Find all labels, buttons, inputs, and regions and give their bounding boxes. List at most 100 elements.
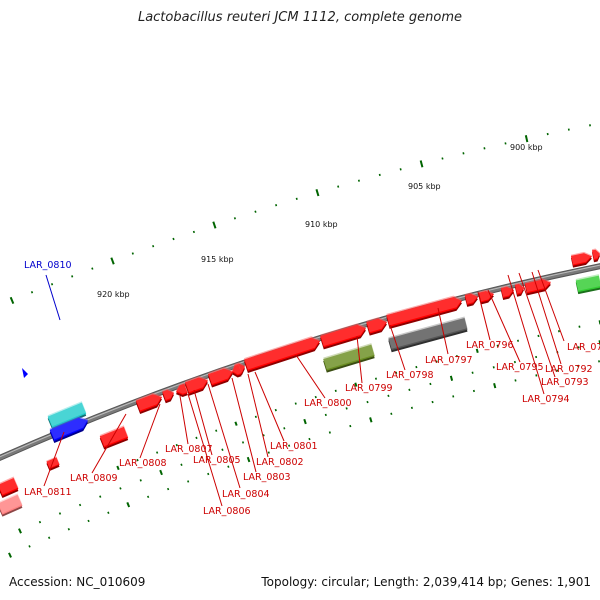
scale-tick xyxy=(295,197,298,201)
gene-label: LAR_0801 xyxy=(270,441,318,452)
gene-label: LAR_0793 xyxy=(541,377,589,388)
scale-label: 915 kbp xyxy=(201,255,234,264)
scale-tick xyxy=(67,528,70,531)
scale-tick xyxy=(195,436,198,440)
gene-0791b xyxy=(591,248,600,263)
leader-line xyxy=(437,307,449,355)
scale-tick xyxy=(419,160,424,168)
leader-line xyxy=(207,383,241,489)
scale-label: 910 kbp xyxy=(305,220,338,229)
leader-line xyxy=(91,413,127,474)
leader-line xyxy=(531,271,562,365)
scale-tick xyxy=(475,348,479,354)
leader-line xyxy=(507,274,545,395)
scale-tick xyxy=(395,371,398,375)
gene-0791 xyxy=(570,251,592,268)
gene-0808 xyxy=(99,425,129,450)
scale-tick xyxy=(207,472,210,476)
scale-ticks xyxy=(8,124,600,558)
scale-tick xyxy=(337,185,340,188)
gene-label: LAR_0808 xyxy=(119,458,167,469)
scale-tick xyxy=(308,437,311,441)
gene-0793 xyxy=(514,282,524,297)
scale-tick xyxy=(48,536,51,539)
accession-text: Accession: NC_010609 xyxy=(9,575,146,589)
gene-0807 xyxy=(135,392,162,414)
genome-summary-text: Topology: circular; Length: 2,039,414 bp… xyxy=(261,575,591,589)
gene-label: LAR_0804 xyxy=(222,489,270,500)
scale-tick xyxy=(175,443,178,447)
gene-0797 xyxy=(386,295,462,329)
gene-label: LAR_0792 xyxy=(545,364,593,375)
scale-label: 905 kbp xyxy=(408,182,441,191)
scale-tick xyxy=(110,257,115,265)
gene-label: LAR_0810 xyxy=(24,260,72,271)
scale-tick xyxy=(254,415,257,419)
scale-tick xyxy=(283,427,286,430)
scale-tick xyxy=(187,480,190,483)
scale-tick xyxy=(254,210,257,213)
gene-olive xyxy=(323,343,375,373)
scale-tick xyxy=(200,455,204,459)
gene-0811 xyxy=(0,476,19,499)
leader-line xyxy=(537,269,565,342)
scale-tick xyxy=(378,173,381,177)
scale-tick xyxy=(399,168,402,171)
scale-tick xyxy=(139,479,142,482)
scale-tick xyxy=(345,407,348,410)
scale-tick xyxy=(38,520,42,524)
scale-tick xyxy=(212,221,217,229)
leader-line xyxy=(356,335,363,384)
gene-0809 xyxy=(46,456,60,472)
scale-tick xyxy=(390,412,393,415)
scale-tick xyxy=(167,487,170,491)
scale-tick xyxy=(374,377,378,380)
gene-label: LAR_0791 xyxy=(567,342,600,353)
leader-line xyxy=(477,291,491,341)
gene-0799 xyxy=(320,323,366,350)
scale-tick xyxy=(435,360,438,363)
scale-tick xyxy=(415,365,418,369)
scale-tick xyxy=(328,431,331,434)
leader-line xyxy=(45,274,61,321)
gene-label: LAR_0806 xyxy=(203,506,251,517)
small-blue-marker xyxy=(22,368,28,378)
scale-labels: 900 kbp 905 kbp 910 kbp 915 kbp 920 kbp xyxy=(97,143,543,299)
gene-green xyxy=(575,274,600,295)
gene-gray xyxy=(388,316,468,353)
scale-tick xyxy=(431,400,434,404)
leader-line xyxy=(518,272,556,378)
scale-tick xyxy=(126,502,131,508)
gene-label: LAR_0802 xyxy=(256,457,304,468)
scale-tick xyxy=(192,230,196,234)
scale-tick xyxy=(131,252,134,255)
scale-tick xyxy=(357,179,361,182)
scale-tick xyxy=(159,469,163,476)
scale-tick xyxy=(30,291,34,294)
gene-label: LAR_0800 xyxy=(304,398,352,409)
gene-label: LAR_0798 xyxy=(386,370,434,381)
gene-features xyxy=(0,248,600,517)
gene-0804 xyxy=(184,375,208,396)
scale-tick xyxy=(472,389,475,393)
scale-tick xyxy=(87,519,90,523)
scale-tick xyxy=(274,408,277,412)
scale-tick xyxy=(493,382,497,389)
gene-0806 xyxy=(162,388,174,404)
scale-tick xyxy=(354,382,358,387)
scale-tick xyxy=(314,395,317,399)
gene-0803 xyxy=(208,367,233,388)
scale-tick xyxy=(172,237,175,241)
scale-tick xyxy=(410,406,413,410)
gene-0805 xyxy=(176,382,188,397)
scale-tick xyxy=(241,441,245,444)
scale-tick xyxy=(267,451,270,454)
scale-tick xyxy=(524,135,529,143)
scale-tick xyxy=(58,512,62,515)
gene-0792 xyxy=(524,278,551,296)
gene-0810-blue xyxy=(49,416,88,443)
scale-tick xyxy=(227,465,230,468)
scale-tick xyxy=(315,189,320,197)
gene-labels: LAR_0791 LAR_0792 LAR_0793 LAR_0794 LAR_0795… xyxy=(24,260,600,517)
